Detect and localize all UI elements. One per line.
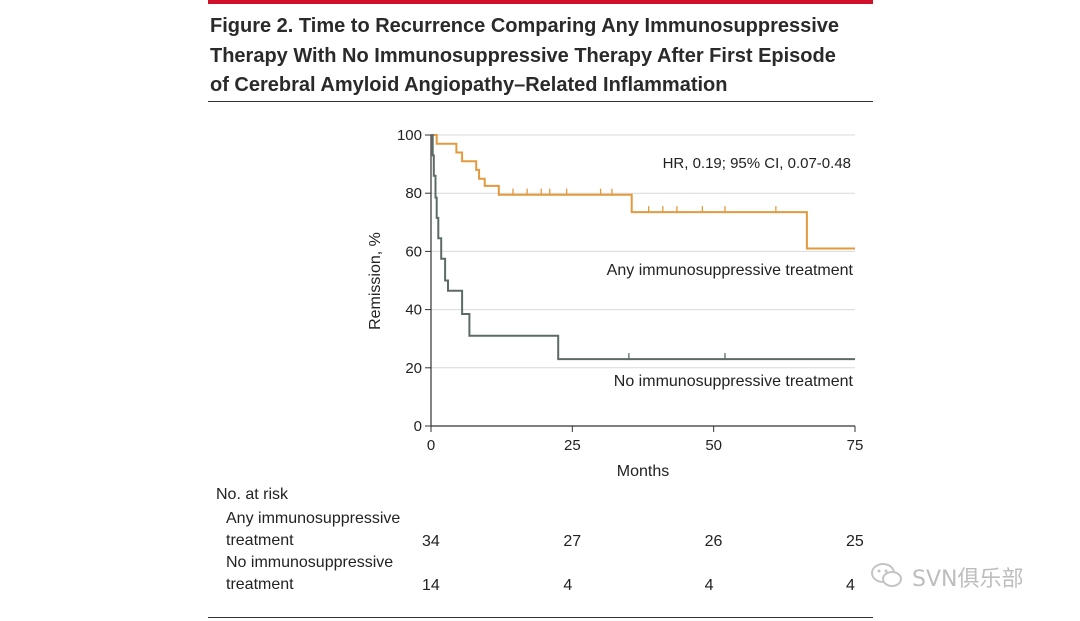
risk-value: 25 — [846, 533, 864, 550]
series-label-no: No immunosuppressive treatment — [614, 373, 854, 390]
top-accent-bar — [208, 0, 873, 4]
wechat-icon — [871, 563, 902, 587]
risk-group-no-line-2: treatment — [226, 576, 294, 593]
risk-value: 26 — [704, 533, 723, 550]
grid-lines — [431, 134, 855, 369]
x-tick-label: 25 — [564, 437, 581, 454]
title-line-1: Figure 2. Time to Recurrence Comparing A… — [210, 15, 840, 37]
y-tick-label: 40 — [405, 302, 422, 319]
y-axis-label: Remission, % — [367, 232, 384, 330]
y-tick-label: 100 — [397, 127, 422, 144]
x-tick-label: 0 — [427, 437, 435, 454]
y-tick-label: 60 — [405, 243, 422, 260]
risk-group-any-line-1: Any immunosuppressive — [226, 510, 401, 527]
series-label-any: Any immunosuppressive treatment — [607, 262, 854, 279]
risk-value: 4 — [704, 577, 714, 594]
x-tick-label: 50 — [705, 437, 722, 454]
series-line-no — [431, 134, 855, 361]
title-divider — [208, 101, 873, 102]
risk-group-no-label: No immunosuppressive treatment — [226, 552, 393, 596]
title-line-2: Therapy With No Immunosuppressive Therap… — [210, 44, 836, 67]
hr-annotation: HR, 0.19; 95% CI, 0.07-0.48 — [663, 155, 851, 172]
y-tick-label: 20 — [405, 360, 422, 377]
y-tick-label: 0 — [414, 418, 422, 435]
risk-value: 14 — [422, 577, 440, 594]
watermark-text: SVN俱乐部 — [912, 567, 1024, 592]
figure-title: Figure 2. Time to Recurrence Comparing A… — [210, 12, 870, 101]
bottom-divider — [208, 617, 873, 618]
risk-group-no-line-1: No immunosuppressive — [226, 554, 394, 571]
series-line-any — [431, 134, 855, 250]
axes: 0 20 40 60 80 100 0 25 50 75 — [397, 127, 863, 454]
risk-group-any-line-2: treatment — [226, 532, 294, 549]
risk-group-any-label: Any immunosuppressive treatment — [226, 508, 400, 552]
y-tick-label: 80 — [405, 185, 422, 202]
risk-value: 4 — [846, 577, 855, 594]
risk-value: 27 — [563, 533, 582, 550]
risk-value: 4 — [563, 577, 573, 594]
series-layer — [431, 134, 855, 361]
x-tick-label: 75 — [847, 437, 864, 454]
title-line-3: of Cerebral Amyloid Angiopathy–Related I… — [210, 74, 728, 96]
risk-value: 34 — [422, 533, 440, 550]
risk-header: No. at risk — [216, 486, 289, 503]
x-axis-label: Months — [617, 463, 669, 480]
